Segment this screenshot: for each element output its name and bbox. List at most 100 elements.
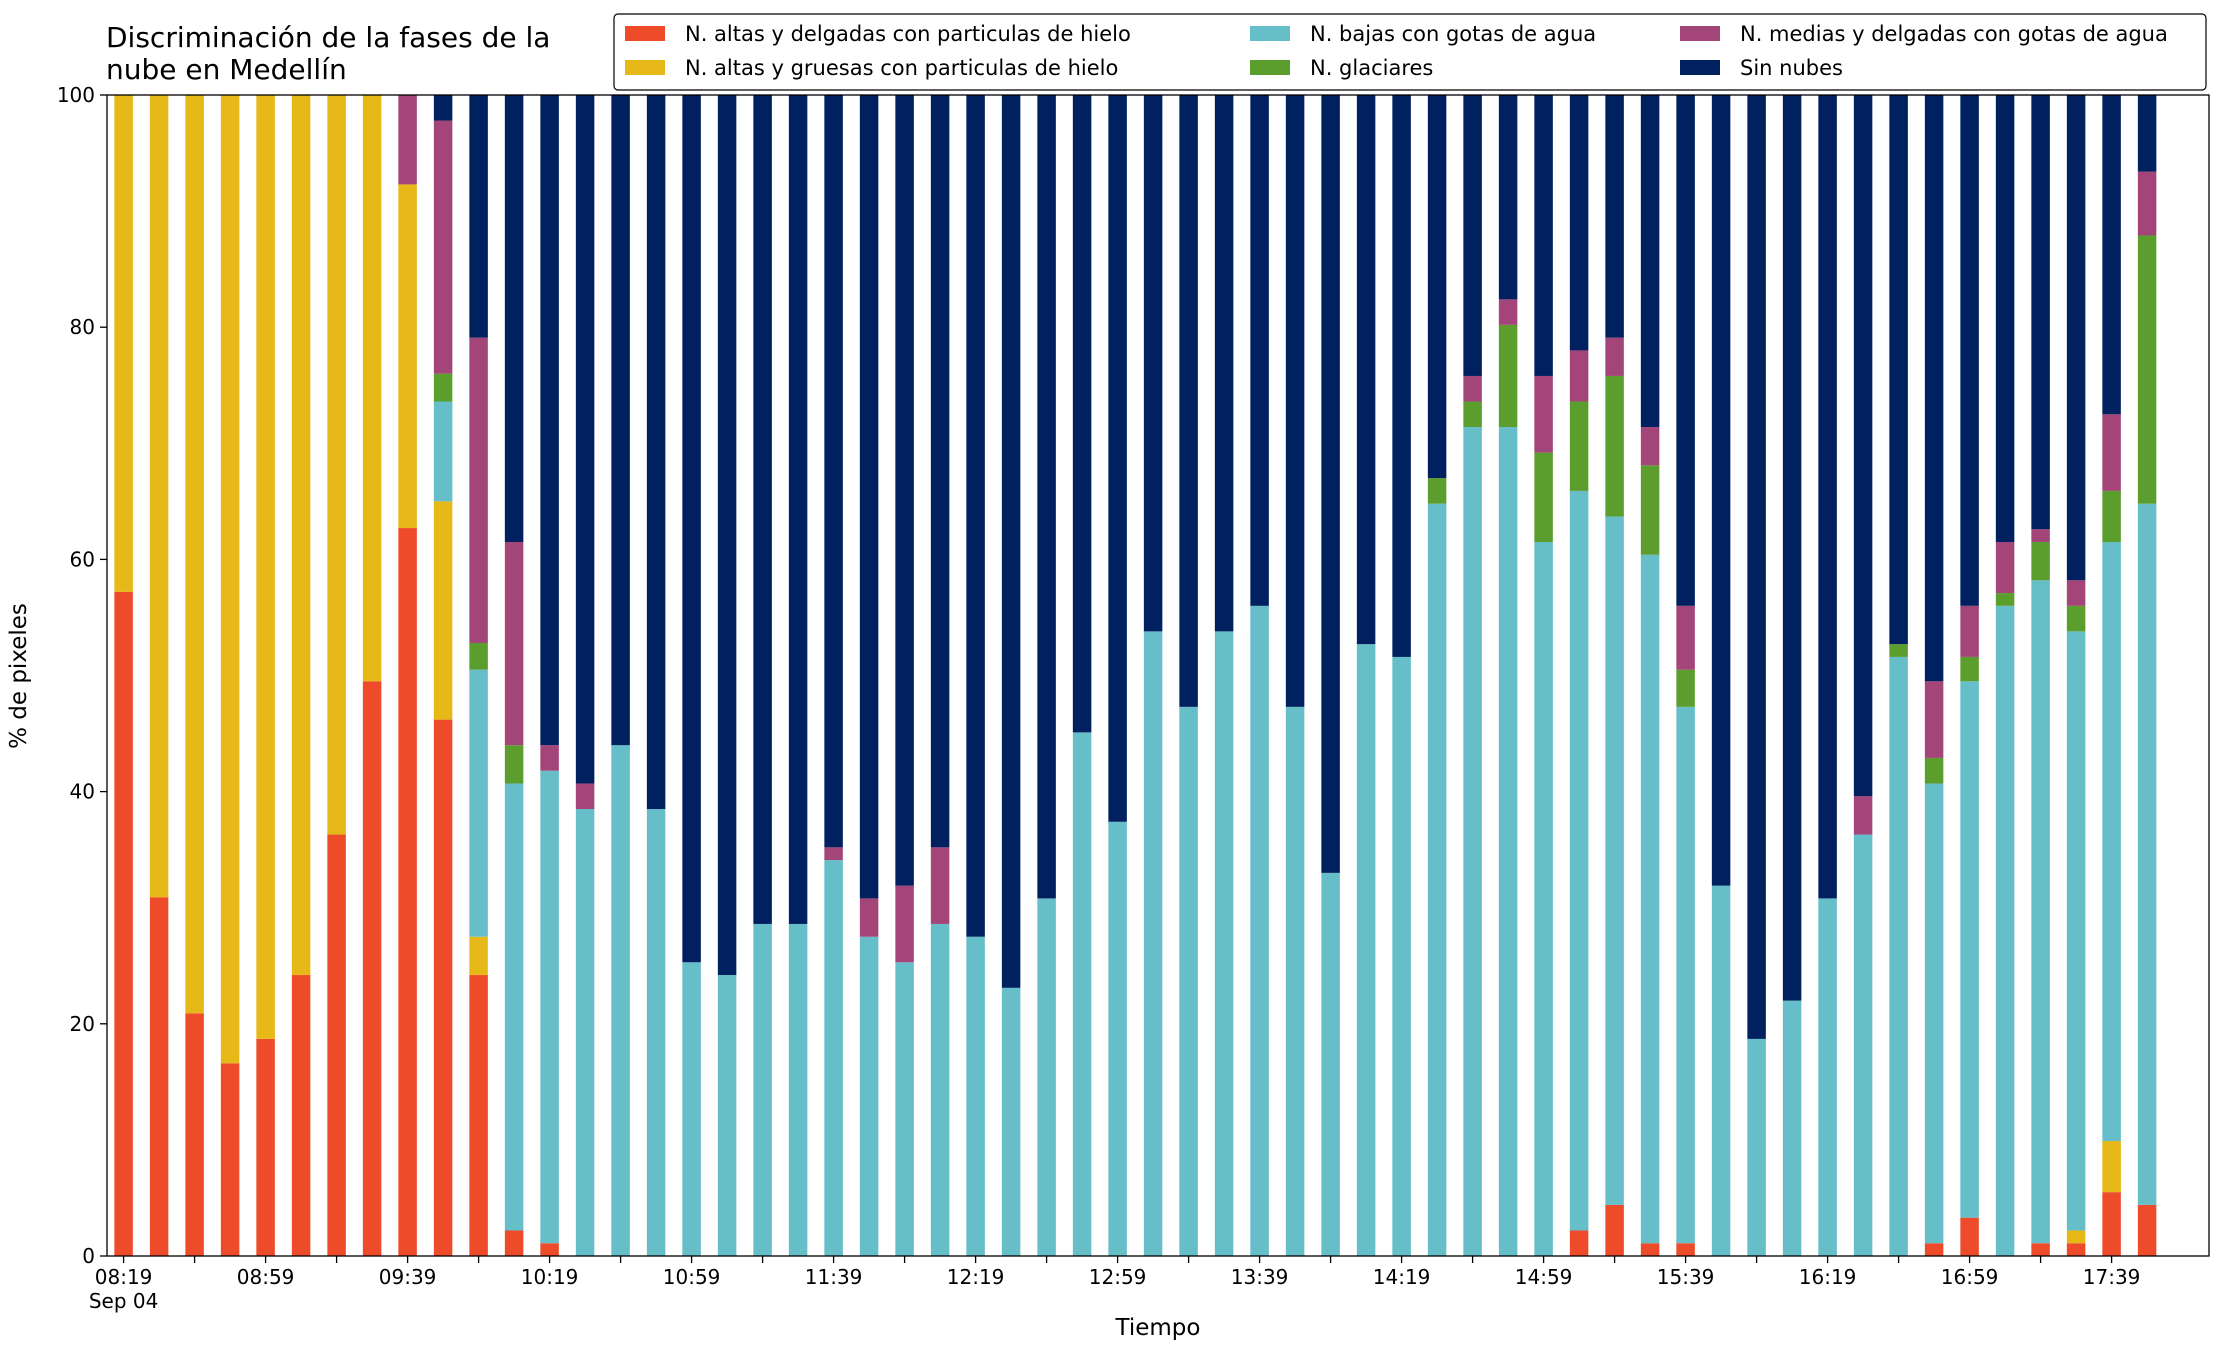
bar-segment [1889, 656, 1908, 1256]
bar-segment [1569, 490, 1589, 1231]
legend-box [613, 13, 2207, 91]
bar-segment [433, 120, 453, 374]
bar-segment [2102, 1192, 2121, 1256]
bar-segment [1960, 656, 1979, 682]
bar-segment [966, 936, 985, 1256]
chart-title: Discriminación de la fases de la nube en… [106, 21, 551, 86]
bar-segment [1498, 427, 1518, 1256]
bar-segment [2102, 490, 2121, 542]
bar-segment [753, 923, 772, 1256]
bar-segment [1569, 95, 1589, 351]
bar-segment [1356, 95, 1376, 645]
bar-segment [1321, 872, 1340, 1256]
x-tick-label: 15:39 [1657, 1265, 1715, 1289]
bar-segment [1747, 1038, 1766, 1256]
bar-segment [1534, 541, 1553, 1256]
bar-segment [1143, 631, 1163, 1256]
bar-segment [362, 681, 382, 1256]
bar-segment [327, 834, 346, 1256]
bar-segment [1960, 95, 1979, 606]
bar-segment [540, 745, 559, 771]
bar-segment [291, 975, 311, 1256]
bar-segment [788, 95, 808, 924]
bar-segment [114, 591, 133, 1256]
bar-segment [1569, 401, 1589, 491]
bar-segment [220, 1063, 240, 1256]
bar-segment [575, 783, 595, 810]
bar-segment [1640, 427, 1660, 466]
bar-segment [1250, 605, 1269, 1256]
x-tick-label: 09:39 [379, 1265, 437, 1289]
bar-segment [1463, 401, 1482, 428]
bar-segment [2102, 541, 2121, 1142]
legend-label: N. bajas con gotas de agua [1310, 22, 1596, 46]
bar-segment [2137, 503, 2157, 1205]
bar-segment [1818, 898, 1837, 1256]
bar-segment [1108, 95, 1127, 822]
bar-segment [185, 95, 204, 1014]
bar-segment [1853, 834, 1873, 1256]
bar-segment [2066, 1230, 2086, 1244]
bar-segment [1924, 681, 1944, 758]
bar-segment [1676, 95, 1695, 606]
bar-segment [788, 923, 808, 1256]
bar-segment [398, 95, 417, 185]
x-tick-label: 16:59 [1941, 1265, 1999, 1289]
bar-segment [1853, 796, 1873, 835]
bar-segment [717, 975, 737, 1256]
bar-segment [930, 95, 950, 848]
bar-segment [1427, 503, 1447, 1256]
bar-segment [1534, 452, 1553, 542]
bar-segment [2102, 95, 2121, 415]
bar-segment [2031, 541, 2050, 581]
bar-segment [1711, 95, 1731, 886]
bar-segment [1676, 605, 1695, 670]
bar-segment [2102, 1141, 2121, 1193]
bar-segment [398, 184, 417, 529]
bar-segment [540, 770, 559, 1244]
bar-segment [824, 860, 843, 1256]
bar-segment [1747, 95, 1766, 1039]
bar-segment [1782, 1000, 1802, 1256]
bar-segment [220, 95, 240, 1064]
bar-segment [1037, 95, 1056, 899]
bar-segment [895, 962, 914, 1256]
bar-segment [646, 95, 666, 810]
bar-segment [2137, 95, 2157, 172]
x-tick-label: 12:59 [1089, 1265, 1147, 1289]
x-tick-label: 10:19 [521, 1265, 579, 1289]
bar-segment [1924, 95, 1944, 682]
bar-segment [1427, 95, 1447, 479]
y-tick-label: 20 [70, 1012, 95, 1036]
bar-segment [1179, 706, 1198, 1256]
bar-segment [540, 1243, 559, 1256]
bar-segment [2066, 631, 2086, 1231]
bar-segment [859, 936, 879, 1256]
y-tick-label: 60 [70, 547, 95, 571]
bar-segment [1924, 1243, 1944, 1256]
bar-segment [646, 809, 666, 1256]
x-tick-label: 12:19 [947, 1265, 1005, 1289]
bar-segment [433, 719, 453, 1256]
bar-segment [433, 373, 453, 402]
bar-segment [1072, 95, 1092, 733]
bar-segment [504, 541, 524, 746]
bar-segment [469, 642, 488, 670]
bar-segment [469, 669, 488, 937]
x-tick-label: 14:59 [1515, 1265, 1573, 1289]
bar-segment [256, 1038, 275, 1256]
bar-segment [2137, 1204, 2157, 1256]
bar-segment [2066, 1243, 2086, 1256]
legend-swatch [1250, 26, 1290, 41]
bar-segment [1498, 324, 1518, 428]
x-tick-label: 08:19 [95, 1265, 153, 1289]
x-tick-label: 14:19 [1373, 1265, 1431, 1289]
legend-swatch [625, 26, 665, 41]
legend-swatch [625, 60, 665, 75]
bar-segment [185, 1013, 204, 1256]
bar-segment [1605, 516, 1624, 1205]
bar-segment [930, 847, 950, 924]
bar-segment [2031, 580, 2050, 1244]
bar-segment [114, 95, 133, 592]
